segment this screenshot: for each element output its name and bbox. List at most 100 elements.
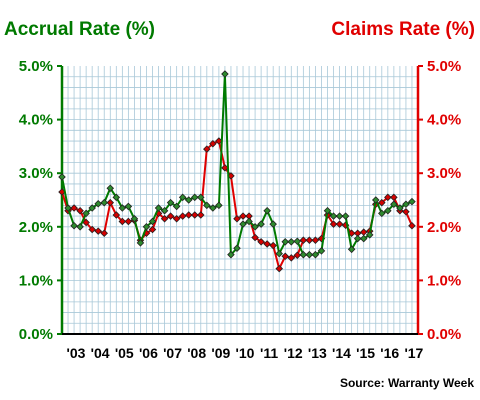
accrual-data-point xyxy=(233,244,241,253)
accrual-data-point xyxy=(136,239,145,247)
claims-data-point xyxy=(257,238,265,246)
claims-data-point xyxy=(190,211,199,219)
claims-data-point xyxy=(88,225,96,234)
accrual-data-point xyxy=(112,193,121,202)
claims-data-point xyxy=(184,211,193,219)
claims-data-point xyxy=(233,214,241,223)
accrual-data-point xyxy=(378,209,386,218)
claims-data-point xyxy=(263,240,271,248)
accrual-data-point xyxy=(142,223,151,231)
axes xyxy=(57,65,423,335)
claims-data-point xyxy=(197,211,205,219)
accrual-data-point xyxy=(245,217,253,226)
claims-data-point xyxy=(70,204,78,212)
left-y-tick-label: 1.0% xyxy=(19,272,53,289)
right-y-tick-label: 2.0% xyxy=(427,219,461,236)
claims-data-point xyxy=(166,212,175,220)
accrual-data-point xyxy=(335,212,344,220)
claims-data-point xyxy=(287,254,296,262)
claims-data-point xyxy=(76,206,84,215)
claims-data-point xyxy=(275,264,283,273)
accrual-data-point xyxy=(184,196,193,204)
accrual-data-point xyxy=(209,204,217,212)
accrual-data-point xyxy=(275,249,283,258)
accrual-data-point xyxy=(371,196,380,204)
accrual-data-point xyxy=(160,206,169,215)
claims-data-point xyxy=(178,212,187,220)
claims-data-point xyxy=(384,193,392,202)
claims-data-point xyxy=(148,225,157,234)
accrual-data-point xyxy=(154,204,163,212)
accrual-data-point xyxy=(64,204,72,212)
accrual-data-point xyxy=(70,221,78,230)
accrual-data-point xyxy=(190,193,199,202)
x-tick-label: '16 xyxy=(380,345,399,361)
accrual-data-point xyxy=(390,200,398,209)
claims-data-point xyxy=(305,236,314,244)
x-tick-label: '03 xyxy=(67,345,86,361)
accrual-data-point xyxy=(263,206,271,215)
claims-data-point xyxy=(293,251,302,259)
accrual-data-point xyxy=(299,250,308,259)
right-y-tick-labels: 0.0% 1.0% 2.0% 3.0% 4.0% 5.0% xyxy=(427,58,461,343)
accrual-data-point xyxy=(341,212,350,220)
left-y-tick-label: 4.0% xyxy=(19,112,53,129)
claims-data-point xyxy=(311,236,320,244)
accrual-data-point xyxy=(227,250,235,259)
claims-data-point xyxy=(390,193,398,202)
x-tick-label: '04 xyxy=(91,345,110,361)
accrual-data-point xyxy=(197,193,205,202)
left-y-tick-labels: 0.0% 1.0% 2.0% 3.0% 4.0% 5.0% xyxy=(19,58,53,343)
x-tick-label: '15 xyxy=(356,345,375,361)
left-axis-title: Accrual Rate (%) xyxy=(4,19,155,40)
claims-data-point xyxy=(281,252,290,261)
claims-data-point xyxy=(118,217,127,226)
claims-data-point xyxy=(160,214,169,223)
accrual-data-point xyxy=(323,206,332,215)
accrual-data-point xyxy=(353,234,362,243)
x-tick-label: '08 xyxy=(187,345,206,361)
claims-data-point xyxy=(112,211,121,219)
series-group xyxy=(58,70,416,273)
x-tick-label: '14 xyxy=(332,345,351,361)
accrual-data-point xyxy=(100,198,109,207)
left-y-tick-label: 3.0% xyxy=(19,165,53,182)
right-axis-title: Claims Rate (%) xyxy=(331,19,475,40)
x-tick-label: '13 xyxy=(308,345,327,361)
claims-data-point xyxy=(172,214,181,223)
accrual-data-point xyxy=(172,202,181,211)
accrual-data-point xyxy=(317,247,326,255)
claims-data-point xyxy=(359,228,368,236)
accrual-data-point xyxy=(311,250,320,259)
accrual-data-point xyxy=(347,245,356,254)
right-y-tick-label: 1.0% xyxy=(427,272,461,289)
accrual-data-point xyxy=(305,250,314,259)
right-y-tick-label: 5.0% xyxy=(427,58,461,75)
x-tick-label: '09 xyxy=(211,345,230,361)
left-y-tick-label: 2.0% xyxy=(19,219,53,236)
claims-data-point xyxy=(269,241,277,250)
claims-data-point xyxy=(82,218,90,227)
accrual-data-point xyxy=(166,198,175,207)
claims-data-point xyxy=(124,217,133,226)
x-tick-label: '07 xyxy=(163,345,182,361)
accrual-data-point xyxy=(221,70,229,78)
accrual-data-point xyxy=(251,223,259,231)
accrual-data-point xyxy=(365,231,374,239)
claims-data-point xyxy=(408,221,416,230)
accrual-data-point xyxy=(329,212,338,220)
accrual-data-point xyxy=(257,220,265,228)
left-y-tick-label: 0.0% xyxy=(19,326,53,343)
x-tick-label: '10 xyxy=(235,345,254,361)
accrual-data-point xyxy=(359,234,368,243)
accrual-data-point xyxy=(203,201,211,210)
accrual-data-point xyxy=(82,209,90,218)
accrual-data-point xyxy=(384,206,392,215)
claims-data-point xyxy=(335,220,344,228)
accrual-data-point xyxy=(94,199,102,208)
accrual-data-point xyxy=(293,237,302,246)
x-tick-labels: '03 '04 '05 '06 '07 '08 '09 '10 '11 '12 '13 '14 '15 '… xyxy=(67,345,424,361)
accrual-data-point xyxy=(402,200,410,209)
accrual-data-point xyxy=(148,217,157,226)
claims-data-point xyxy=(209,139,217,148)
